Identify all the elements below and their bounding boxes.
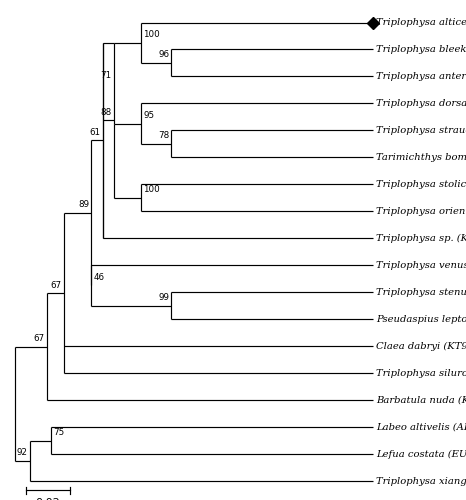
Text: 67: 67	[51, 280, 62, 289]
Text: 46: 46	[94, 273, 105, 282]
Text: 100: 100	[143, 30, 160, 39]
Text: Barbatula nuda (KF574248.1): Barbatula nuda (KF574248.1)	[376, 396, 466, 404]
Text: 95: 95	[143, 111, 154, 120]
Text: Triplophysa bleekeri (JQ686729.1): Triplophysa bleekeri (JQ686729.1)	[376, 45, 466, 54]
Text: Pseudaspius leptocephalus (KT182474.1): Pseudaspius leptocephalus (KT182474.1)	[376, 314, 466, 324]
Text: 75: 75	[54, 428, 65, 437]
Text: 78: 78	[158, 132, 169, 140]
Text: Labeo altivelis (AP013322.1): Labeo altivelis (AP013322.1)	[376, 422, 466, 432]
Text: 99: 99	[158, 293, 169, 302]
Text: Triplophysa sp. (KT456271.1): Triplophysa sp. (KT456271.1)	[376, 234, 466, 243]
Text: Triplophysa dorsalis (KT241024.1): Triplophysa dorsalis (KT241024.1)	[376, 99, 466, 108]
Text: 92: 92	[17, 448, 28, 458]
Text: Triplophysa xiangxiensis (KT751089.1): Triplophysa xiangxiensis (KT751089.1)	[376, 476, 466, 486]
Text: Lefua costata (EU670769.1): Lefua costata (EU670769.1)	[376, 450, 466, 458]
Text: Claea dabryi (KT906089.1): Claea dabryi (KT906089.1)	[376, 342, 466, 350]
Text: 89: 89	[78, 200, 89, 209]
Text: Tarimichthys bombifrons (KR052018.1): Tarimichthys bombifrons (KR052018.1)	[376, 153, 466, 162]
Text: 96: 96	[158, 50, 169, 59]
Text: Triplophysa venusta (KT008666.1): Triplophysa venusta (KT008666.1)	[376, 260, 466, 270]
Text: 71: 71	[101, 70, 112, 80]
Text: 88: 88	[101, 108, 112, 117]
Text: Triplophysa siluroides (KJ781206.1): Triplophysa siluroides (KJ781206.1)	[376, 368, 466, 378]
Text: 67: 67	[33, 334, 44, 343]
Text: Triplophysa alticeps (KX239473): Triplophysa alticeps (KX239473)	[376, 18, 466, 27]
Text: 61: 61	[89, 128, 100, 137]
Text: 100: 100	[143, 186, 160, 194]
Text: Triplophysa stenura (DQ105246.1): Triplophysa stenura (DQ105246.1)	[376, 288, 466, 297]
Text: Triplophysa orientalis (DQ105251.1): Triplophysa orientalis (DQ105251.1)	[376, 206, 466, 216]
Text: 0.02: 0.02	[35, 498, 60, 500]
Text: Triplophysa anterodorsalis (KJ739868.1): Triplophysa anterodorsalis (KJ739868.1)	[376, 72, 466, 81]
Text: Triplophysa strauchii (KP979754.1): Triplophysa strauchii (KP979754.1)	[376, 126, 466, 135]
Text: Triplophysa stoliczkai (JQ663847.1): Triplophysa stoliczkai (JQ663847.1)	[376, 180, 466, 189]
